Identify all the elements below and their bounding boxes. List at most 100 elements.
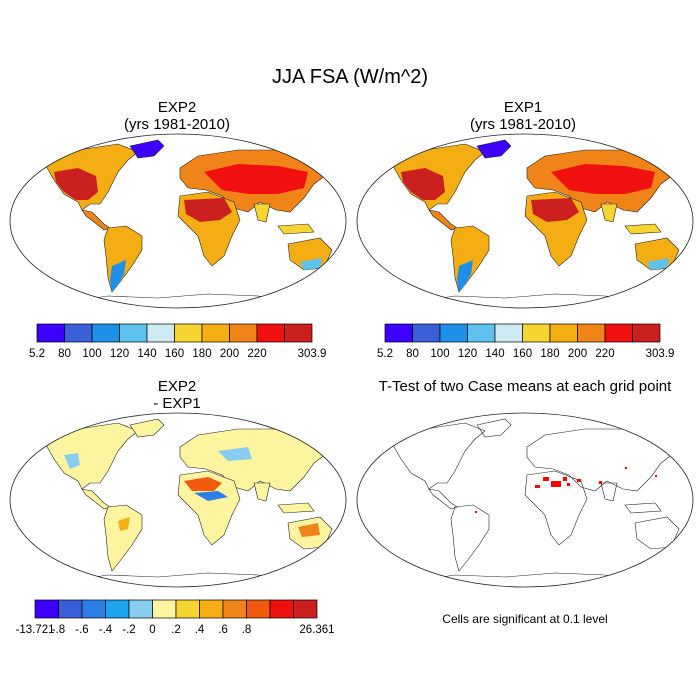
coast-maritime-asia [624, 502, 662, 514]
significant-cell [535, 485, 540, 488]
coast-antarctica [414, 572, 646, 582]
land-antarctica [414, 293, 646, 303]
land-north-america [45, 422, 139, 490]
land-eurasia-patch [218, 447, 252, 461]
colorbar-tick-label: .2 [171, 624, 181, 636]
significance-note: Cells are significant at 0.1 level [442, 612, 608, 626]
colorbar-tick-label: 5.2 [29, 348, 45, 360]
significant-cells [475, 467, 657, 513]
colorbar-tick-label: 160 [513, 348, 532, 360]
colorbar-difference: -13.721-.8 -.6 -.4 -.2 0 .2 .4 .6 .8 26.361 [15, 599, 335, 636]
land-sahara-cool [194, 491, 228, 501]
land-south-america [103, 504, 143, 572]
panel-exp1-title-line1: EXP1 [503, 99, 543, 116]
significant-cell [543, 477, 549, 481]
colorbar-swatch [34, 599, 59, 619]
colorbar-tick-label: .8 [242, 624, 252, 636]
colorbar-swatch [229, 323, 258, 343]
colorbar-swatch [119, 323, 148, 343]
colorbar-tick-label: 100 [430, 348, 449, 360]
colorbar-swatch [58, 599, 83, 619]
colorbar-swatch [269, 599, 294, 619]
colorbar-tick-label: 303.9 [298, 348, 327, 360]
colorbar-tick-label: .4 [195, 624, 205, 636]
colorbar-exp1: 5.2 80 100 120 140 160 180 200 220 303.9 [377, 323, 675, 360]
significant-cell [599, 481, 602, 484]
colorbar-tick-label: 200 [220, 348, 239, 360]
land-antarctica [67, 572, 299, 582]
colorbar-tick-label: 140 [485, 348, 504, 360]
land-maritime-asia [624, 223, 662, 235]
colorbar-swatch [256, 323, 285, 343]
land-australia-patch [298, 523, 320, 537]
colorbar-swatch [152, 599, 177, 619]
land-eurasia-core [204, 164, 308, 194]
map-border [356, 133, 694, 309]
colorbar-tick-label: 0 [149, 624, 155, 636]
land-india [253, 482, 271, 502]
map-border [356, 412, 694, 588]
significant-cell [577, 479, 581, 482]
colorbar-tick-label: 303.9 [646, 348, 675, 360]
colorbar-tick-label: -.6 [75, 624, 88, 636]
land-maritime-asia [277, 502, 315, 514]
panel-diff-title-line1: EXP2 [157, 378, 197, 395]
colorbar-swatch [199, 599, 224, 619]
land-maritime-asia [277, 223, 315, 235]
colorbar-swatch [201, 323, 230, 343]
land-australia-south [300, 258, 322, 270]
colorbar-tick-label: 80 [58, 348, 71, 360]
land-south-america-south [110, 260, 126, 292]
colorbar-swatch [439, 323, 468, 343]
significant-cell [475, 511, 477, 513]
land-india [600, 203, 618, 223]
colorbar-tick-label: 220 [247, 348, 266, 360]
map-border [9, 412, 347, 588]
land-central-america [428, 209, 458, 231]
colorbar-swatch [64, 323, 93, 343]
coast-north-america [392, 422, 486, 490]
land-north-america-core [401, 168, 445, 200]
panel-exp1-title: EXP1 (yrs 1981-2010) [413, 99, 633, 133]
panel-diff-title: EXP2 - EXP1 [67, 378, 287, 412]
colorbar-swatch [577, 323, 606, 343]
colorbar-swatch [146, 323, 175, 343]
colorbar-tick-label: -.4 [99, 624, 113, 636]
land-south-america-patch [118, 517, 130, 531]
panel-exp1-title-line2: (yrs 1981-2010) [470, 116, 576, 133]
colorbar-tick-label: 120 [110, 348, 129, 360]
colorbar-tick-label: 180 [540, 348, 559, 360]
colorbar-swatch [549, 323, 578, 343]
colorbar-tick-label: 160 [165, 348, 184, 360]
colorbar-swatch [246, 599, 271, 619]
map-border [9, 133, 347, 309]
land-sahara [184, 198, 232, 222]
map-difference [9, 412, 347, 588]
significant-cell [551, 481, 561, 487]
colorbar-tick-label: 120 [458, 348, 477, 360]
colorbar-swatch [632, 323, 661, 343]
colorbar-swatch [494, 323, 523, 343]
colorbar-swatch [384, 323, 413, 343]
colorbar-swatch [36, 323, 65, 343]
colorbar-tick-label: -.2 [122, 624, 135, 636]
land-greenland [129, 418, 165, 438]
coast-africa [524, 470, 588, 546]
land-greenland [129, 139, 165, 159]
colorbar-tick-label: 140 [137, 348, 156, 360]
land-south-america-south [457, 260, 473, 292]
panel-diff-title-line2: - EXP1 [153, 395, 201, 412]
panel-exp2-title-line2: (yrs 1981-2010) [124, 116, 230, 133]
colorbar-swatch [91, 323, 120, 343]
land-central-america [81, 488, 111, 510]
land-north-america-patch [64, 453, 80, 469]
land-australia-south [647, 258, 669, 270]
map-ttest [356, 412, 694, 588]
panel-exp2-title-line1: EXP2 [157, 99, 197, 116]
panel-ttest-title: T-Test of two Case means at each grid po… [378, 378, 672, 395]
colorbar-swatch [604, 323, 633, 343]
colorbar-tick-label: 220 [595, 348, 614, 360]
colorbar-swatch [128, 599, 153, 619]
colorbar-tick-label: .6 [218, 624, 228, 636]
coast-greenland [476, 418, 512, 438]
